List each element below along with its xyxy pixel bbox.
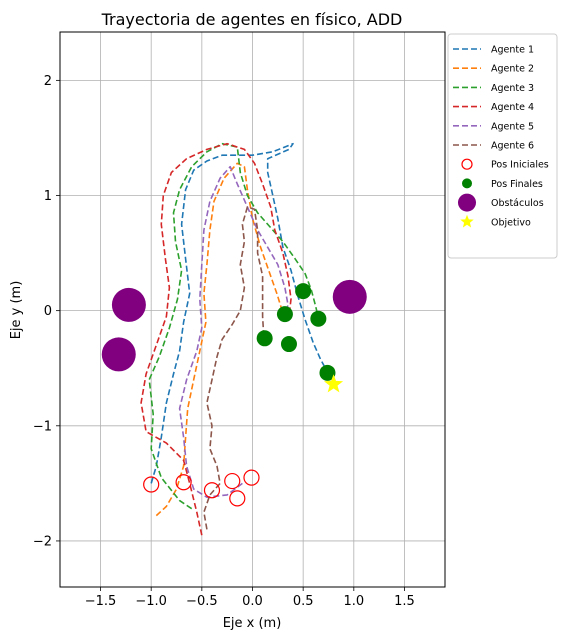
final-position-marker: [276, 306, 293, 323]
x-tick-label: −1.0: [135, 594, 167, 609]
x-tick-label: −1.5: [85, 594, 117, 609]
legend-label-goal: Objetivo: [491, 217, 531, 228]
legend-label-agente-2: Agente 2: [491, 64, 534, 75]
legend-marker-obstacle: [458, 193, 476, 212]
legend-label-obstacle: Obstáculos: [491, 198, 544, 209]
trajectory-agente-1: [150, 142, 327, 484]
y-tick-label: −1: [33, 419, 52, 434]
legend: Agente 1 Agente 2 Agente 3 Agente 4 Agente 5…: [447, 33, 558, 259]
legend-label-initial: Pos Iniciales: [491, 160, 549, 171]
trajectory-agente-3: [148, 142, 320, 510]
obstacle-marker: [111, 287, 146, 322]
trajectory-agente-4: [140, 142, 292, 536]
x-tick-label: 1.0: [343, 594, 364, 609]
y-axis-title: Eje y (m): [9, 281, 24, 340]
axis-ticks: −1.5 −1.0 −0.5 0.0 0.5 1.0 1.5 −2 −1 0 1 2: [33, 74, 415, 609]
x-tick-label: 0.0: [242, 594, 263, 609]
x-tick-label: 1.5: [394, 594, 415, 609]
final-position-marker: [319, 364, 336, 381]
final-position-marker: [295, 283, 312, 300]
legend-label-agente-4: Agente 4: [491, 102, 534, 113]
initial-position-marker: [243, 469, 260, 486]
final-position-marker: [256, 330, 273, 347]
legend-label-agente-1: Agente 1: [491, 45, 534, 56]
y-tick-label: 1: [44, 189, 52, 204]
y-tick-label: −2: [33, 534, 52, 549]
trajectory-agente-5: [178, 165, 289, 499]
x-tick-label: 0.5: [293, 594, 314, 609]
obstacle-marker: [101, 337, 136, 372]
final-position-marker: [280, 336, 297, 353]
final-position-marker: [310, 310, 327, 327]
initial-position-marker: [143, 476, 160, 493]
grid-lines: [60, 32, 445, 587]
x-tick-label: −0.5: [186, 594, 218, 609]
plot-area: [101, 142, 367, 536]
initial-position-marker: [224, 472, 241, 490]
legend-marker-initial: [461, 158, 473, 170]
y-tick-label: 0: [44, 304, 52, 319]
legend-label-agente-3: Agente 3: [491, 83, 534, 94]
legend-label-final: Pos Finales: [491, 179, 543, 190]
obstacle-marker: [332, 279, 367, 314]
legend-marker-final: [462, 178, 472, 189]
legend-marker-goal: [460, 214, 474, 228]
y-tick-label: 2: [44, 74, 52, 89]
initial-position-marker: [175, 474, 192, 491]
initial-position-marker: [203, 482, 221, 499]
chart-title: Trayectoria de agentes en físico, ADD: [101, 10, 403, 29]
legend-label-agente-6: Agente 6: [491, 141, 534, 152]
initial-position-marker: [229, 490, 246, 507]
trajectory-agente-6: [203, 206, 265, 530]
goal-marker: [324, 374, 344, 393]
x-axis-title: Eje x (m): [223, 616, 282, 631]
legend-label-agente-5: Agente 5: [491, 121, 534, 132]
